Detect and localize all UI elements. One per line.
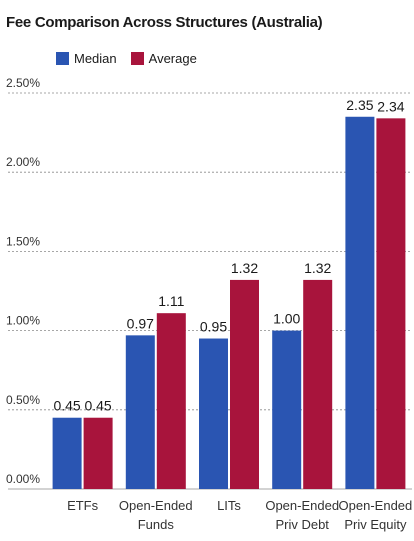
data-label: 2.34 [377, 98, 404, 114]
bar-average [156, 313, 186, 489]
legend-item-average: Average [130, 51, 197, 66]
legend: Median Average [56, 51, 197, 66]
x-tick-label: Open-Ended Funds [119, 498, 193, 532]
data-label: 0.45 [53, 398, 80, 414]
y-tick-label: 0.00% [6, 472, 40, 486]
legend-swatch-median [56, 52, 69, 65]
bar-median [125, 335, 155, 489]
data-label: 0.95 [200, 319, 227, 335]
data-label: 0.45 [84, 398, 111, 414]
y-tick-label: 2.50% [6, 76, 40, 90]
bar-average [230, 279, 259, 489]
legend-label-median: Median [74, 51, 117, 66]
data-label: 1.00 [273, 311, 300, 327]
x-tick-label-line: Open-Ended [265, 498, 339, 513]
data-label: 1.11 [158, 293, 184, 309]
data-label: 1.32 [304, 260, 331, 276]
x-tick-label: LITs [217, 498, 241, 513]
bar-median [52, 417, 82, 489]
x-tick-label-line: Priv Debt [275, 517, 329, 532]
x-tick-label: ETFs [67, 498, 99, 513]
x-tick-label: Open-Ended Priv Equity [339, 498, 413, 532]
legend-label-average: Average [148, 51, 197, 66]
data-label: 1.32 [231, 260, 258, 276]
x-tick-label-line: Open-Ended [339, 498, 413, 513]
bar-median [272, 330, 302, 489]
bar-average [303, 279, 333, 489]
chart-title: Fee Comparison Across Structures (Austra… [6, 14, 323, 31]
x-tick-label-line: Priv Equity [344, 517, 407, 532]
bar-median [199, 338, 228, 489]
legend-item-median: Median [56, 51, 117, 66]
data-label: 2.35 [346, 97, 373, 113]
x-tick-label-line: LITs [217, 498, 241, 513]
x-tick-label-line: Open-Ended [119, 498, 193, 513]
y-tick-label: 0.50% [6, 393, 40, 407]
bar-median [345, 116, 375, 489]
bar-average [83, 417, 113, 489]
y-tick-label: 2.00% [6, 155, 40, 169]
y-tick-label: 1.50% [6, 234, 40, 248]
data-label: 0.97 [127, 315, 154, 331]
legend-swatch-average [130, 52, 144, 65]
x-tick-label: Open-Ended Priv Debt [265, 498, 339, 532]
bar-average [376, 118, 406, 490]
x-tick-label-line: ETFs [67, 498, 99, 513]
y-tick-label: 1.00% [6, 314, 40, 328]
x-tick-label-line: Funds [138, 517, 175, 532]
